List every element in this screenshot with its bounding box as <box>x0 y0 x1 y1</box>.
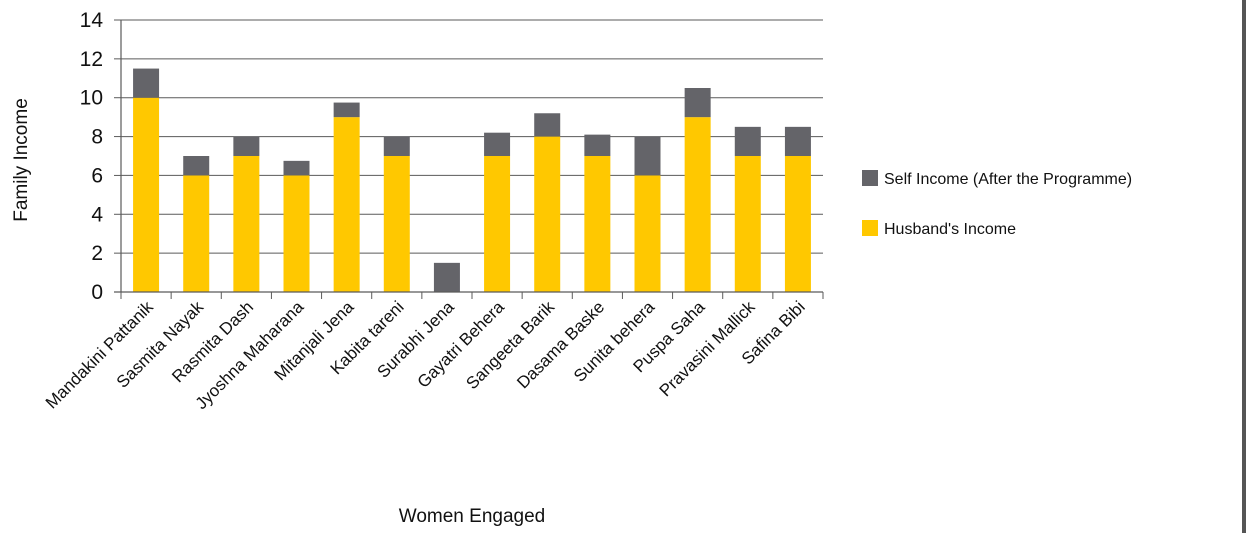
bar-self-income <box>534 113 561 137</box>
x-category-label: Gayatri Behera <box>414 297 509 392</box>
legend-swatch <box>862 220 878 236</box>
bar-husband-income <box>233 156 260 292</box>
bar-self-income <box>684 88 711 118</box>
x-category-label: Dasama Baske <box>513 297 608 392</box>
gridlines <box>121 19 823 254</box>
bar-husband-income <box>734 156 761 292</box>
bar-husband-income <box>383 156 410 292</box>
bar-husband-income <box>484 156 511 292</box>
y-tick-label: 6 <box>91 164 103 187</box>
x-category-label: Sasmita Nayak <box>113 297 208 392</box>
bars <box>133 68 811 293</box>
legend-label: Husband's Income <box>884 221 1016 238</box>
y-axis-ticks: 0 2 4 6 8 10 12 14 <box>80 9 104 304</box>
bar-self-income <box>283 160 310 176</box>
axes <box>114 19 824 299</box>
legend-swatch <box>862 170 878 186</box>
bar-self-income <box>383 136 410 156</box>
frame-border <box>1242 0 1246 533</box>
bar-self-income <box>734 126 761 156</box>
bar-husband-income <box>684 117 711 293</box>
y-tick-label: 14 <box>80 9 104 32</box>
bar-self-income <box>484 132 511 156</box>
bar-husband-income <box>133 97 160 292</box>
bar-self-income <box>634 136 661 176</box>
legend-label: Self Income (After the Programme) <box>884 171 1132 188</box>
bar-husband-income <box>784 156 811 292</box>
bar-self-income <box>433 262 460 292</box>
bar-husband-income <box>183 175 210 292</box>
y-tick-label: 8 <box>91 126 103 149</box>
bar-self-income <box>784 126 811 156</box>
y-tick-label: 12 <box>80 48 103 71</box>
bar-husband-income <box>333 117 360 293</box>
bar-husband-income <box>584 156 611 292</box>
x-category-label: Sangeeta Barik <box>462 297 558 393</box>
y-tick-label: 2 <box>91 242 103 265</box>
legend: Self Income (After the Programme) Husband… <box>862 170 1132 238</box>
y-tick-label: 10 <box>80 87 103 110</box>
bar-husband-income <box>283 175 310 292</box>
bar-self-income <box>333 102 360 118</box>
bar-self-income <box>233 136 260 156</box>
bar-husband-income <box>534 136 561 292</box>
x-axis-title: Women Engaged <box>399 506 545 527</box>
bar-self-income <box>133 68 160 98</box>
y-axis-title: Family Income <box>11 98 32 222</box>
bar-self-income <box>584 134 611 156</box>
y-tick-label: 4 <box>91 203 103 226</box>
bar-self-income <box>183 156 210 176</box>
bar-husband-income <box>634 175 661 292</box>
y-tick-label: 0 <box>91 281 103 304</box>
